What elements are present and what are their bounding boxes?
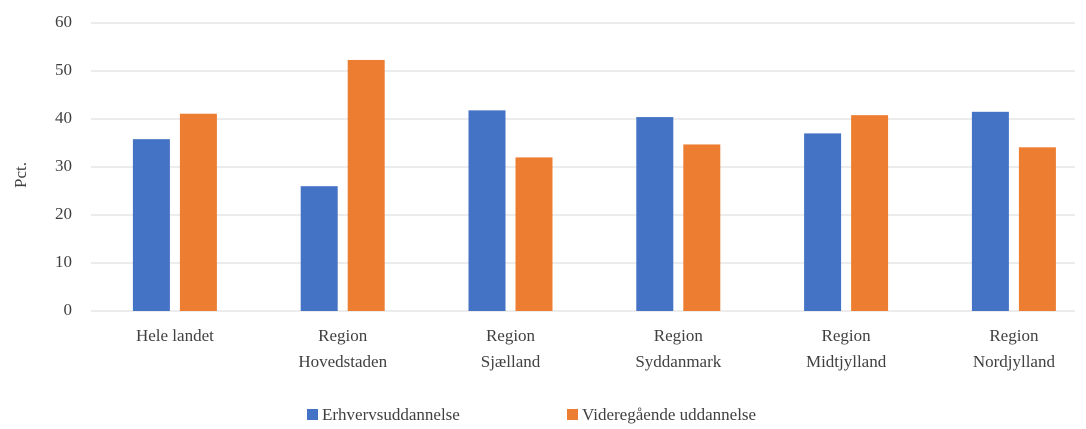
- bar: [971, 111, 1009, 311]
- y-tick-label: 30: [55, 156, 72, 175]
- x-tick-label: Region Syddanmark: [635, 326, 721, 371]
- y-tick-label: 0: [64, 300, 73, 319]
- legend-swatch: [307, 409, 318, 420]
- x-tick-label: Region Nordjylland: [973, 326, 1056, 371]
- y-axis-label: Pct.: [11, 162, 30, 188]
- x-tick-label-line: Hovedstaden: [298, 352, 387, 371]
- x-tick-label-line: Region: [989, 326, 1039, 345]
- x-tick-label: Region Hovedstaden: [298, 326, 387, 371]
- x-tick-label-line: Region: [486, 326, 536, 345]
- legend-label: Videregående uddannelse: [582, 405, 756, 424]
- bar: [636, 117, 674, 311]
- bar: [515, 157, 553, 311]
- bar: [851, 115, 889, 311]
- bar: [468, 110, 506, 311]
- y-tick-label: 10: [55, 252, 72, 271]
- bar: [132, 139, 170, 311]
- bar: [347, 59, 385, 312]
- y-tick-label: 60: [55, 12, 72, 31]
- bar: [683, 144, 721, 311]
- bar: [804, 133, 842, 311]
- x-tick-label: Region Midtjylland: [806, 326, 887, 371]
- y-tick-label: 50: [55, 60, 72, 79]
- x-tick-label-line: Region: [822, 326, 872, 345]
- x-tick-label: Region Sjælland: [481, 326, 541, 371]
- x-tick-label-line: Midtjylland: [806, 352, 887, 371]
- bar: [1018, 147, 1056, 311]
- legend-swatch: [567, 409, 578, 420]
- x-tick-label: Hele landet: [136, 326, 214, 345]
- y-tick-label: 20: [55, 204, 72, 223]
- x-tick-label-line: Nordjylland: [973, 352, 1056, 371]
- x-tick-label-line: Region: [318, 326, 368, 345]
- x-tick-label-line: Region: [654, 326, 704, 345]
- y-tick-label: 40: [55, 108, 72, 127]
- bar: [179, 113, 217, 311]
- legend-label: Erhvervsuddannelse: [322, 405, 460, 424]
- x-tick-label-line: Hele landet: [136, 326, 214, 345]
- bar: [300, 186, 338, 311]
- x-tick-label-line: Syddanmark: [635, 352, 721, 371]
- x-tick-label-line: Sjælland: [481, 352, 541, 371]
